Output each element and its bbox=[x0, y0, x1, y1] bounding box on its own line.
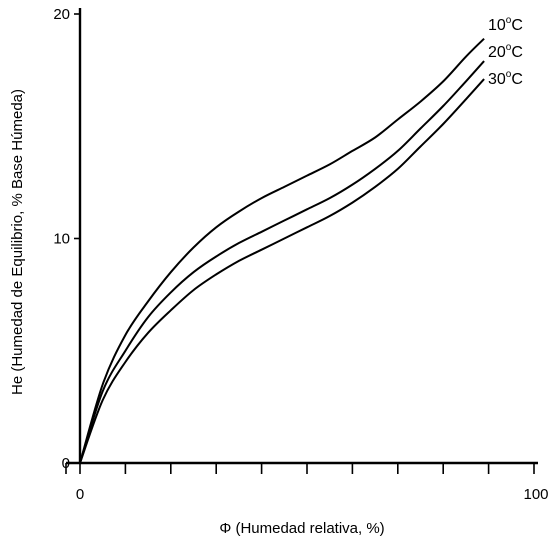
y-tick-label: 0 bbox=[62, 455, 70, 472]
y-axis-label: He (Humedad de Equilibrio, % Base Húmeda… bbox=[9, 89, 26, 395]
series-label-20c: 20oC bbox=[488, 42, 523, 61]
series-line-20c bbox=[79, 60, 485, 464]
series-label-30c: 30oC bbox=[488, 69, 523, 88]
x-tick-label: 100 bbox=[523, 486, 548, 503]
x-tick-label: 0 bbox=[76, 486, 84, 503]
axes bbox=[65, 8, 538, 474]
series-label-10c: 10oC bbox=[488, 15, 523, 34]
y-tick-label: 20 bbox=[53, 6, 70, 23]
y-tick-label: 10 bbox=[53, 231, 70, 248]
series-line-30c bbox=[79, 78, 485, 464]
series-line-10c bbox=[79, 37, 485, 464]
labels-group: 0 10 20 0 100 Φ (Humedad relativa, %) He (Hume… bbox=[9, 6, 549, 537]
series-group bbox=[79, 37, 485, 464]
x-axis-label: Φ (Humedad relativa, %) bbox=[219, 520, 384, 537]
